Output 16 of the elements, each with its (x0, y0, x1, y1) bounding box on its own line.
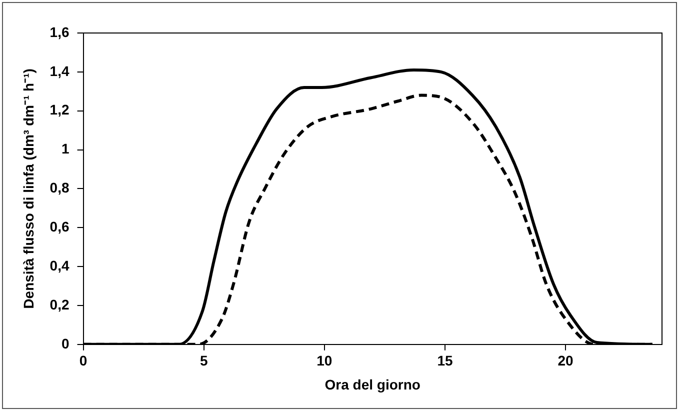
y-tick-label: 0,2 (50, 296, 70, 312)
y-tick-label: 1,2 (50, 102, 70, 118)
y-tick-label: 1,4 (50, 62, 70, 79)
x-tick-label: 20 (558, 352, 574, 369)
y-tick-label: 0,4 (50, 257, 70, 274)
x-tick-label: 5 (200, 352, 208, 369)
x-tick-label: 0 (79, 352, 88, 369)
y-tick-label: 0 (61, 335, 70, 352)
y-tick-label: 1,6 (50, 24, 70, 40)
y-axis-title: Densità flusso di linfa (dm³ dm⁻¹ h⁻¹) (20, 68, 36, 309)
x-axis-title: Ora del giorno (324, 376, 420, 392)
x-tick-label: 10 (316, 352, 332, 369)
y-tick-label: 0,6 (50, 218, 70, 234)
y-tick-label: 0,8 (50, 180, 70, 196)
y-tick-label: 1 (61, 140, 70, 157)
x-tick-label: 15 (437, 352, 453, 369)
